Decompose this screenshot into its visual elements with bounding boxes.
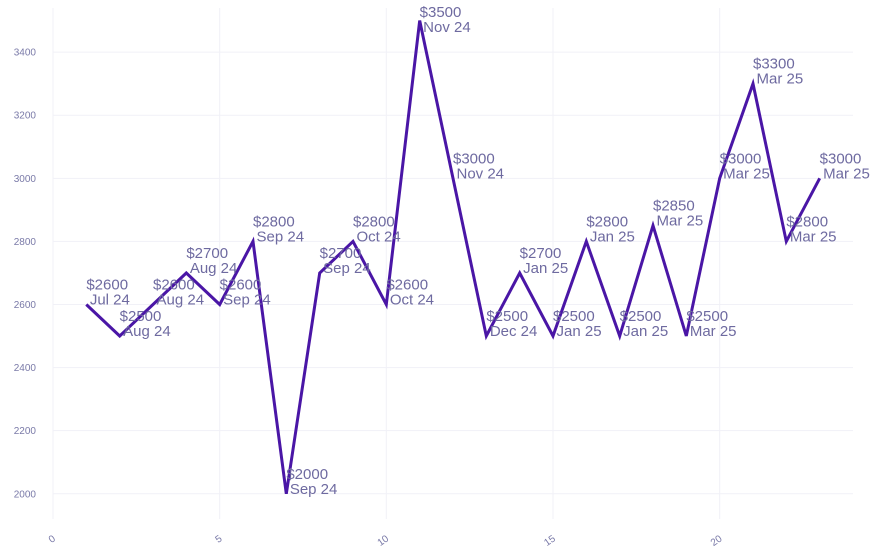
data-label-date: Jan 25 — [523, 260, 568, 277]
data-label-date: Mar 25 — [723, 165, 770, 182]
data-label-value: $3000 — [453, 150, 495, 167]
data-label-date: Mar 25 — [823, 165, 870, 182]
y-tick-label: 2600 — [14, 300, 37, 311]
x-tick-label: 5 — [214, 533, 225, 545]
data-label-value: $2800 — [586, 213, 628, 230]
y-tick-label: 2400 — [14, 363, 37, 374]
axis-ticks: 2000 2200 2400 2600 2800 3000 3200 3400 0 5 10 15 20 — [14, 48, 725, 549]
y-tick-label: 3000 — [14, 174, 37, 185]
data-label-value: $2600 — [386, 277, 428, 294]
data-label-date: Mar 25 — [690, 323, 737, 340]
data-label-value: $2500 — [486, 308, 528, 325]
data-label-value: $2800 — [353, 213, 395, 230]
data-label-value: $2700 — [320, 245, 362, 262]
data-label-date: Aug 24 — [123, 323, 171, 340]
data-label-value: $2500 — [620, 308, 662, 325]
x-tick-label: 0 — [47, 533, 58, 545]
data-label-value: $3000 — [720, 150, 762, 167]
data-label-value: $2700 — [186, 245, 228, 262]
data-label-value: $2800 — [786, 213, 828, 230]
data-label-date: Jan 25 — [590, 228, 635, 245]
data-label-value: $2000 — [286, 466, 328, 483]
data-label-value: $2800 — [253, 213, 295, 230]
data-label-date: Mar 25 — [657, 213, 704, 230]
data-label-date: Oct 24 — [357, 228, 401, 245]
data-label-date: Oct 24 — [390, 292, 434, 309]
data-label-date: Jan 25 — [557, 323, 602, 340]
x-tick-label: 20 — [709, 533, 725, 549]
x-tick-label: 15 — [542, 533, 558, 549]
data-label-date: Aug 24 — [157, 292, 205, 309]
data-label-value: $3500 — [420, 4, 462, 21]
data-label-value: $2500 — [553, 308, 595, 325]
y-tick-label: 2000 — [14, 489, 37, 500]
data-label-date: Dec 24 — [490, 323, 538, 340]
data-label-date: Aug 24 — [190, 260, 238, 277]
data-label-value: $2700 — [520, 245, 562, 262]
data-label-value: $3000 — [820, 150, 862, 167]
grid-layer — [52, 8, 853, 519]
data-label-date: Sep 24 — [223, 292, 271, 309]
data-label-date: Mar 25 — [790, 228, 837, 245]
y-tick-label: 2800 — [14, 237, 37, 248]
data-label-date: Sep 24 — [290, 481, 338, 498]
series-layer — [85, 20, 822, 495]
series-line — [85, 20, 822, 495]
data-label-value: $2500 — [686, 308, 728, 325]
data-label-value: $2500 — [120, 308, 162, 325]
data-label-date: Jul 24 — [90, 292, 130, 309]
y-tick-label: 3200 — [14, 111, 37, 122]
data-label-date: Nov 24 — [457, 165, 505, 182]
data-label-date: Nov 24 — [423, 19, 471, 36]
x-tick-label: 10 — [376, 533, 392, 549]
data-label-date: Sep 24 — [323, 260, 371, 277]
data-label-date: Mar 25 — [757, 71, 804, 88]
data-label-value: $2600 — [86, 277, 128, 294]
data-label-date: Jan 25 — [623, 323, 668, 340]
data-label-value: $3300 — [753, 56, 795, 73]
data-label-value: $2600 — [153, 277, 195, 294]
data-label-value: $2600 — [220, 277, 262, 294]
y-tick-label: 3400 — [14, 48, 37, 59]
y-tick-label: 2200 — [14, 426, 37, 437]
data-label-date: Sep 24 — [257, 228, 305, 245]
data-label-value: $2850 — [653, 198, 695, 215]
